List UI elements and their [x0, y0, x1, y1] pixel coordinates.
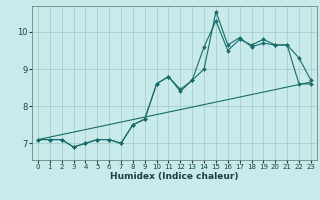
X-axis label: Humidex (Indice chaleur): Humidex (Indice chaleur) — [110, 172, 239, 181]
